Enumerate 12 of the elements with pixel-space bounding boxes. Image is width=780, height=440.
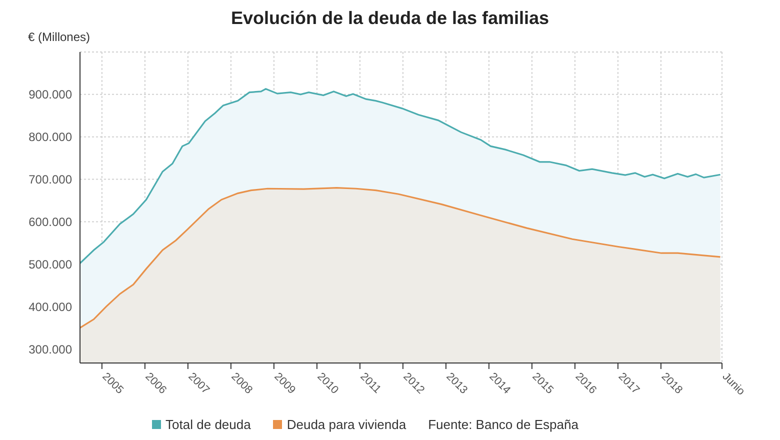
y-tick-label: 500.000 bbox=[28, 257, 72, 272]
y-tick-label: 600.000 bbox=[28, 214, 72, 229]
y-tick-label: 700.000 bbox=[28, 172, 72, 187]
y-tick-label: 800.000 bbox=[28, 130, 72, 144]
chart-title: Evolución de la deuda de las familias bbox=[230, 8, 550, 30]
y-tick-label: 400.000 bbox=[28, 300, 72, 314]
y-tick-label: 300.000 bbox=[28, 342, 72, 356]
source-note: Fuente: Banco de España bbox=[428, 417, 578, 432]
y-axis-title: € (Millones) bbox=[28, 30, 92, 46]
y-tick-label: 900.000 bbox=[28, 88, 72, 102]
legend-label: Deuda para vivienda bbox=[286, 417, 406, 432]
legend-label: Total de deuda bbox=[164, 417, 251, 432]
